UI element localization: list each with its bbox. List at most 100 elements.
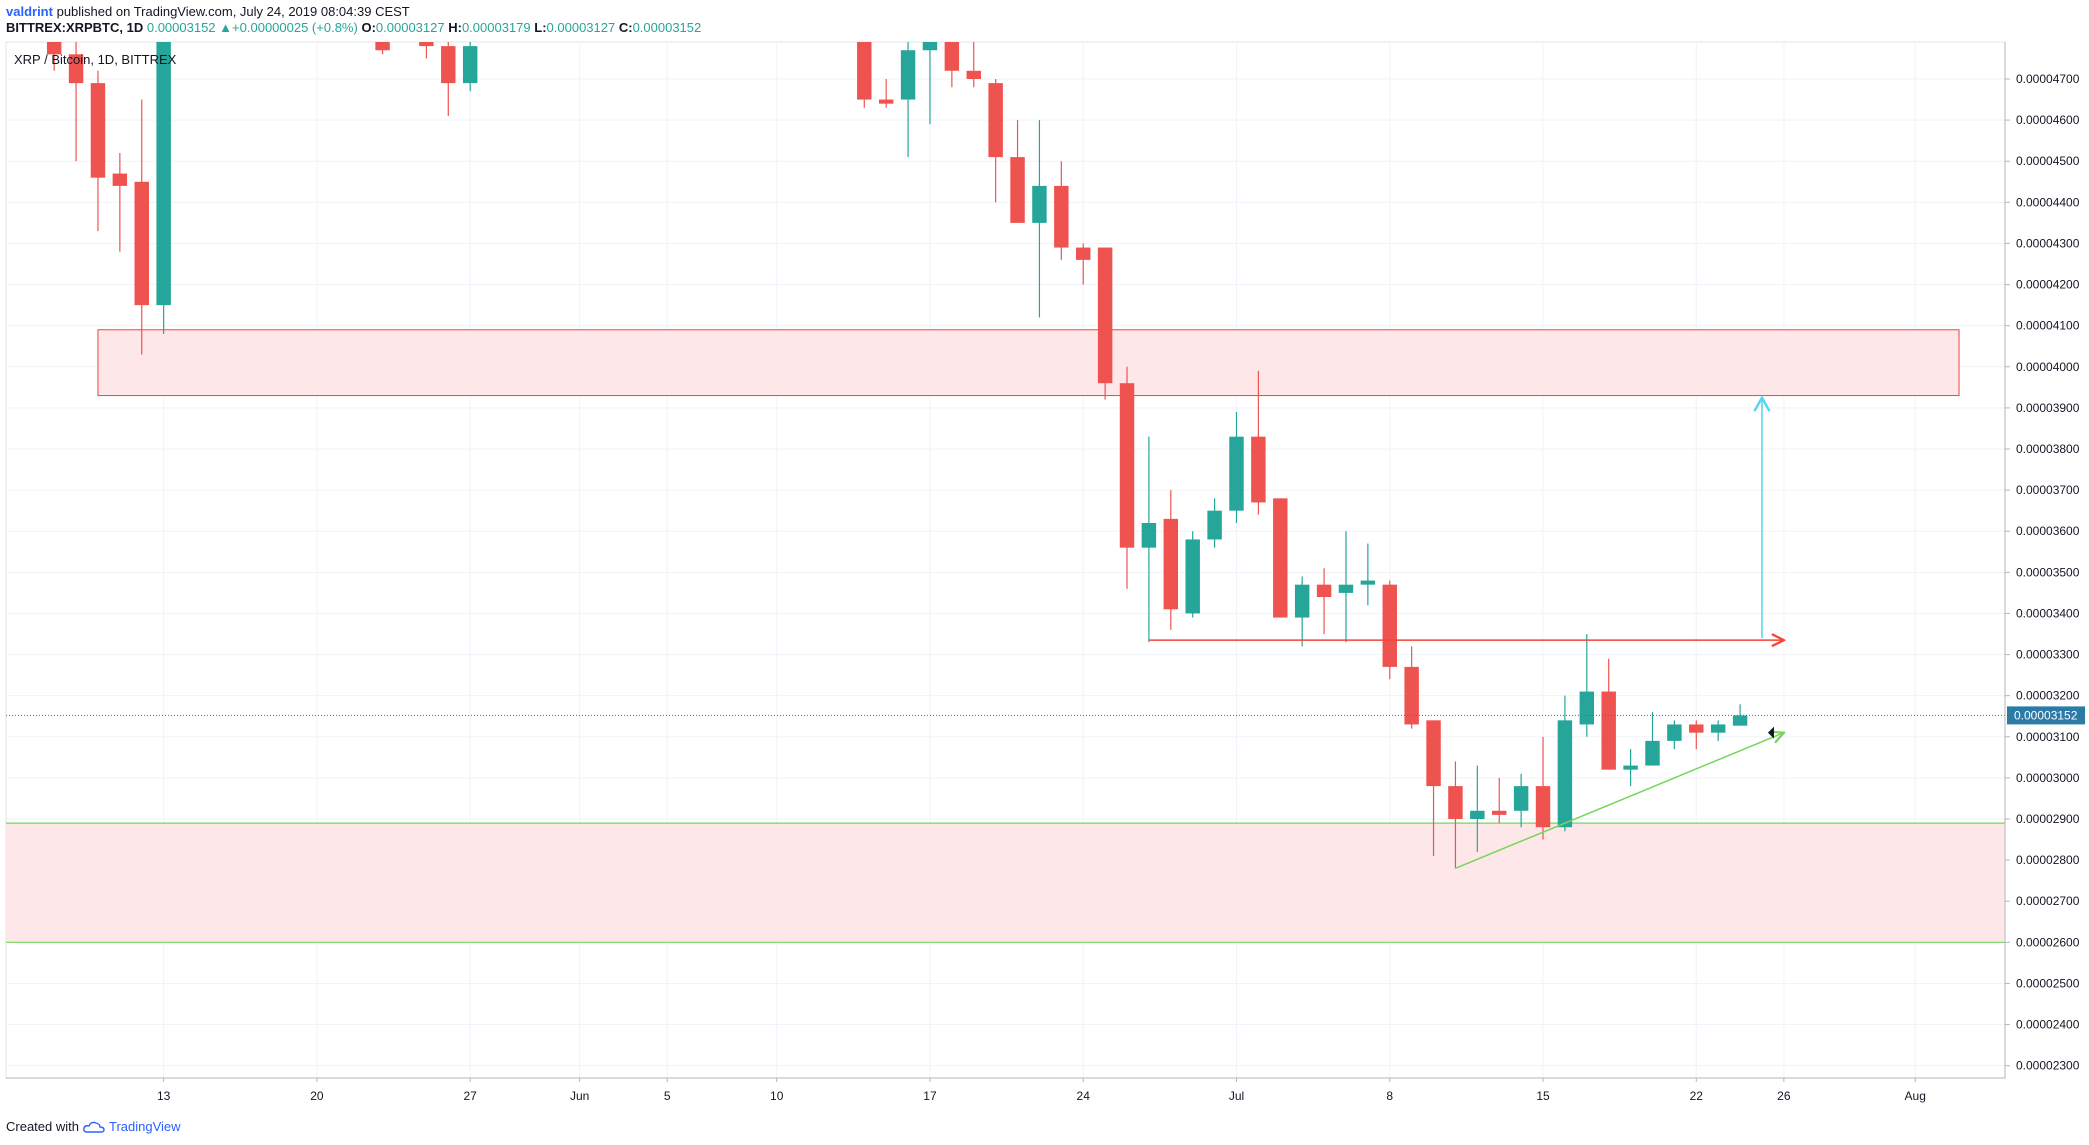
support-zone	[6, 823, 2005, 943]
time-axis-label: 17	[923, 1089, 937, 1103]
time-axis-label: 24	[1077, 1089, 1091, 1103]
candle-down	[1076, 247, 1091, 260]
candle-up	[1229, 436, 1244, 511]
close-label: C:	[618, 20, 633, 35]
candle-down	[1535, 786, 1551, 828]
price-axis-label: 0.00002700	[2016, 894, 2080, 908]
footer: Created with TradingView	[6, 1119, 181, 1134]
candle-up	[1513, 786, 1529, 811]
candle-up	[1338, 584, 1354, 593]
up-triangle-icon: ▲	[219, 20, 233, 35]
candle-up	[1032, 185, 1047, 223]
time-axis-label: 27	[463, 1089, 477, 1103]
resistance-zone	[97, 329, 1960, 397]
candle-up	[1470, 810, 1485, 819]
time-axis-label: Jun	[570, 1089, 589, 1103]
candle-up	[156, 42, 171, 306]
tradingview-cloud-icon	[83, 1121, 105, 1133]
price-axis-label: 0.00003400	[2016, 606, 2080, 620]
price-axis-label: 0.00002500	[2016, 976, 2080, 990]
candle-down	[988, 83, 1003, 158]
last-price-value: 0.00003152	[146, 20, 216, 35]
candle-down	[944, 42, 960, 71]
candle-up	[1557, 720, 1573, 828]
open-label: O:	[361, 20, 376, 35]
price-axis-label: 0.00003700	[2016, 483, 2080, 497]
candle-up	[1579, 691, 1595, 725]
candle-down	[857, 42, 872, 100]
published-text: published on TradingView.com, July 24, 2…	[56, 4, 410, 19]
candle-down	[878, 99, 894, 104]
symbol-line: BITTREX:XRPBTC, 1D	[6, 20, 144, 35]
time-axis-label: 10	[770, 1089, 784, 1103]
low-label: L:	[534, 20, 547, 35]
candle-down	[1426, 720, 1441, 787]
candle-down	[1251, 436, 1266, 503]
time-axis-label: 13	[157, 1089, 171, 1103]
price-axis-label: 0.00002300	[2016, 1059, 2080, 1073]
price-axis-label: 0.00003500	[2016, 565, 2080, 579]
candle-up	[1360, 580, 1376, 585]
chart-legend: XRP / Bitcoin, 1D, BITTREX	[14, 52, 177, 67]
candle-down	[1382, 584, 1397, 667]
price-axis-label: 0.00002400	[2016, 1018, 2080, 1032]
price-axis-label: 0.00004200	[2016, 278, 2080, 292]
candle-up	[1294, 584, 1310, 618]
last-price-badge	[2007, 706, 2085, 725]
price-axis-label: 0.00003800	[2016, 442, 2080, 456]
time-axis-label: 5	[664, 1089, 671, 1103]
price-axis-label: 0.00004600	[2016, 113, 2080, 127]
price-axis-label: 0.00002800	[2016, 853, 2080, 867]
candle-up	[1667, 724, 1682, 741]
price-axis-label: 0.00004700	[2016, 72, 2080, 86]
candle-down	[1492, 810, 1507, 815]
candle-down	[375, 42, 390, 51]
candle-down	[1010, 157, 1025, 223]
candle-up	[462, 46, 478, 84]
time-axis-label: 15	[1536, 1089, 1550, 1103]
candle-down	[68, 54, 84, 84]
candle-down	[134, 181, 149, 306]
open-value: 0.00003127	[375, 20, 445, 35]
ascending-support-line	[1455, 733, 1783, 870]
candle-down	[441, 46, 456, 84]
price-axis-label: 0.00003200	[2016, 689, 2080, 703]
tradingview-brand[interactable]: TradingView	[108, 1119, 181, 1134]
time-axis-label: Aug	[1905, 1089, 1926, 1103]
time-axis-label: 22	[1690, 1089, 1704, 1103]
high-label: H:	[448, 20, 462, 35]
candle-down	[419, 42, 434, 47]
time-axis-label: Jul	[1229, 1089, 1244, 1103]
time-axis-label: 20	[310, 1089, 324, 1103]
candle-up	[1710, 724, 1726, 733]
candle-down	[90, 83, 106, 178]
candle-up	[1141, 523, 1157, 548]
candle-down	[1119, 383, 1135, 548]
time-axis-label: 26	[1777, 1089, 1791, 1103]
price-axis-label: 0.00003100	[2016, 730, 2080, 744]
price-axis-label: 0.00002900	[2016, 812, 2080, 826]
candle-up	[1645, 740, 1660, 766]
price-axis-label: 0.00004100	[2016, 319, 2080, 333]
price-axis-label: 0.00003900	[2016, 401, 2080, 415]
low-value: 0.00003127	[546, 20, 616, 35]
candle-down	[112, 173, 128, 186]
candle-down	[1316, 584, 1332, 597]
created-with-text: Created with	[6, 1119, 79, 1134]
candle-down	[1273, 498, 1288, 618]
candle-down	[1054, 185, 1069, 248]
candle-up	[900, 50, 916, 100]
change-value: +0.00000025 (+0.8%)	[232, 20, 358, 35]
candle-down	[1404, 666, 1419, 725]
price-axis-label: 0.00004300	[2016, 236, 2080, 250]
candle-down	[1163, 518, 1179, 610]
price-axis-label: 0.00003600	[2016, 524, 2080, 538]
ohlc-line: BITTREX:XRPBTC, 1D 0.00003152 ▲+0.000000…	[6, 20, 701, 35]
candle-up	[1185, 539, 1200, 614]
candle-up	[922, 42, 938, 51]
candle-up	[1623, 765, 1638, 770]
price-axis-label: 0.00003300	[2016, 648, 2080, 662]
price-axis-label: 0.00004400	[2016, 195, 2080, 209]
author-name[interactable]: valdrint	[6, 4, 53, 19]
